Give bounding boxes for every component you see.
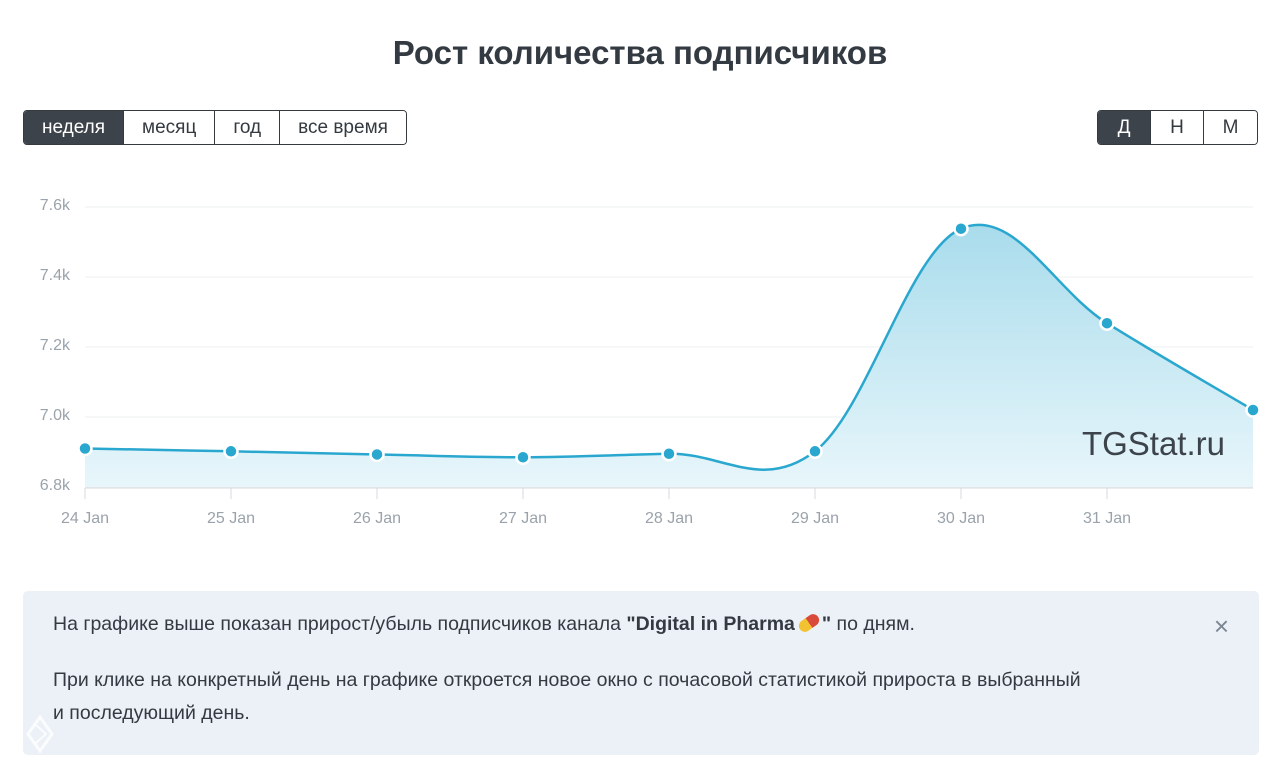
range-week-button[interactable]: неделя xyxy=(24,111,125,144)
data-points xyxy=(77,220,1261,465)
logo-icon xyxy=(26,715,54,753)
x-tick-label: 29 Jan xyxy=(791,510,839,527)
channel-name: "Digital in Pharma " xyxy=(626,612,832,635)
x-axis: 24 Jan 25 Jan 26 Jan 27 Jan 28 Jan 29 Jan 30 J… xyxy=(61,487,1253,527)
x-tick-label: 27 Jan xyxy=(499,510,547,527)
range-all-time-button[interactable]: все время xyxy=(280,111,406,144)
granularity-week-button[interactable]: Н xyxy=(1151,111,1204,144)
y-tick-label: 6.8k xyxy=(40,477,71,494)
data-point[interactable] xyxy=(223,443,239,460)
y-tick-label: 7.2k xyxy=(40,337,71,354)
data-point[interactable] xyxy=(661,446,677,462)
info-text-click-hint: При клике на конкретный день на графике … xyxy=(53,669,1081,724)
x-tick-label: 25 Jan xyxy=(207,510,255,527)
range-year-button[interactable]: год xyxy=(215,111,281,144)
channel-name-text: "Digital in Pharma xyxy=(626,613,795,635)
period-range-selector: неделя месяц год все время xyxy=(23,110,407,145)
granularity-selector: Д Н М xyxy=(1097,110,1258,145)
data-point[interactable] xyxy=(515,449,531,465)
data-point[interactable] xyxy=(77,440,93,457)
watermark-text: TGStat.ru xyxy=(1082,425,1225,462)
data-point[interactable] xyxy=(1245,402,1261,418)
range-month-button[interactable]: месяц xyxy=(124,111,216,144)
granularity-month-button[interactable]: М xyxy=(1204,111,1257,144)
chart-area xyxy=(85,224,1253,488)
pill-icon xyxy=(796,612,822,635)
x-tick-label: 30 Jan xyxy=(937,510,985,527)
y-tick-label: 7.0k xyxy=(40,407,71,424)
info-text-daily: На графике выше показан прирост/убыль по… xyxy=(53,608,1153,641)
x-tick-label: 28 Jan xyxy=(645,510,693,527)
subscribers-chart: 6.8k7.0k7.2k7.4k7.6k 24 Jan 25 Jan 26 Jan 2… xyxy=(40,197,1261,527)
x-tick-label: 24 Jan xyxy=(61,510,109,527)
y-tick-label: 7.4k xyxy=(40,267,71,284)
info-panel: На графике выше показан прирост/убыль по… xyxy=(23,591,1259,755)
x-tick-label: 26 Jan xyxy=(353,510,401,527)
data-point[interactable] xyxy=(369,446,385,463)
y-tick-label: 7.6k xyxy=(40,197,71,214)
close-icon[interactable]: × xyxy=(1213,611,1229,641)
data-point[interactable] xyxy=(807,443,823,460)
x-tick-label: 31 Jan xyxy=(1083,510,1131,527)
granularity-day-button[interactable]: Д xyxy=(1098,111,1151,144)
page-title: Рост количества подписчиков xyxy=(392,34,888,71)
info-text-suffix: по дням. xyxy=(831,613,915,635)
data-point[interactable] xyxy=(1099,315,1115,331)
y-axis-labels: 6.8k 7.0k 7.2k 7.4k 7.6k xyxy=(40,197,71,494)
info-text-prefix: На графике выше показан прирост/убыль по… xyxy=(53,613,627,635)
series-line xyxy=(84,223,1254,471)
data-point[interactable] xyxy=(953,220,969,237)
channel-name-end: " xyxy=(821,613,832,635)
